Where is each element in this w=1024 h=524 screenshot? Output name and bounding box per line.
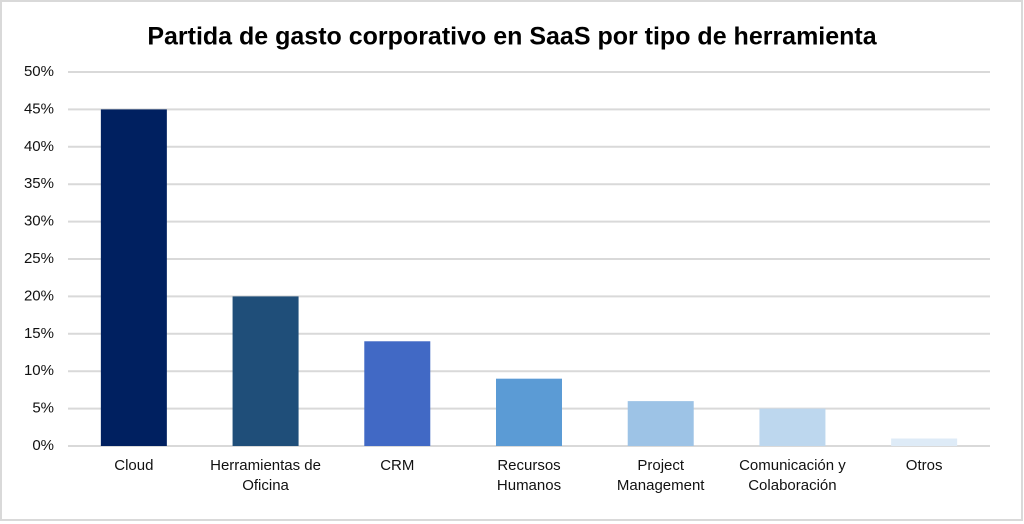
x-tick-label: Otros [905,457,943,474]
y-tick-label: 30% [24,213,54,230]
bar [496,378,562,446]
y-tick-label: 50% [24,63,54,80]
bar [759,408,826,446]
x-tick-label: Comunicación y Colaboración [739,457,846,494]
y-tick-label: 25% [24,250,54,267]
chart-title: Partida de gasto corporativo en SaaS por… [147,23,877,51]
y-tick-label: 20% [24,287,54,304]
x-tick-label: Project Management [616,457,705,494]
y-tick-label: 15% [24,325,54,342]
bar [232,296,299,446]
bar [627,401,694,446]
x-tick-label: Cloud [114,457,154,474]
y-tick-label: 35% [24,175,54,192]
bar [364,341,431,446]
x-tick-label: Herramientas de Oficina [210,457,321,494]
bar [100,109,167,447]
x-tick-label: CRM [380,457,415,474]
y-tick-label: 10% [24,362,54,379]
y-tick-label: 40% [24,138,54,155]
y-tick-label: 45% [24,100,54,117]
x-tick-label: Recursos Humanos [496,457,562,494]
y-tick-label: 5% [32,400,54,417]
bar [891,438,958,446]
y-tick-label: 0% [32,437,54,454]
